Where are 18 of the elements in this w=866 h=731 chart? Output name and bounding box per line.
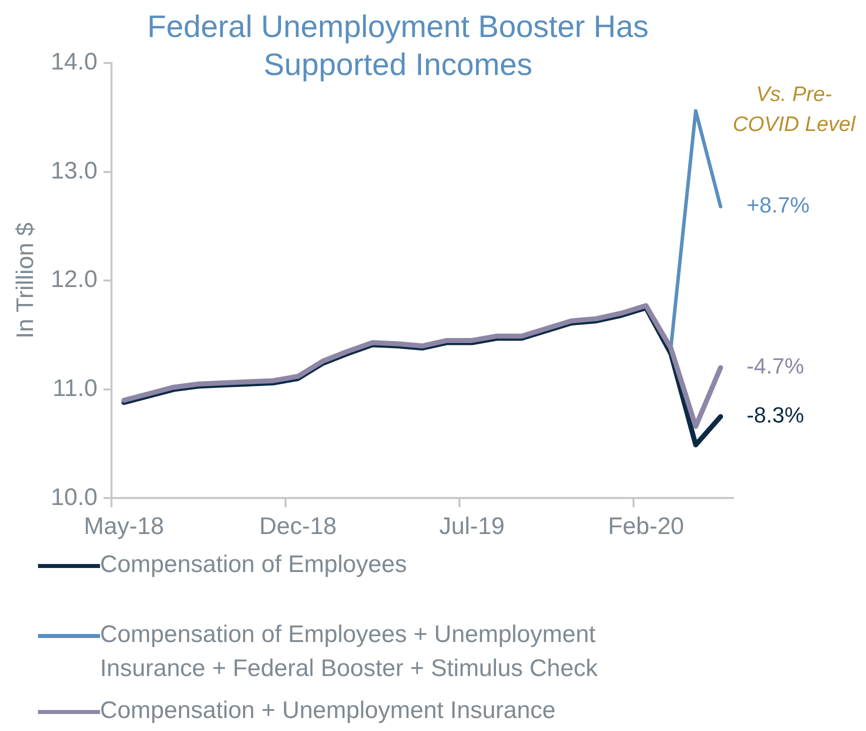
legend-label: Compensation of Employees + Unemployment Insurance + Federal Booster + Stimulus Check: [100, 620, 599, 684]
text: -4.7%: [746, 354, 804, 379]
x-tick-label: May-18: [84, 513, 164, 540]
text: -8.3%: [746, 402, 804, 428]
annotation: Vs. Pre-COVID Level: [732, 82, 857, 138]
y-tick-label: 12.0: [50, 266, 98, 294]
y-tick-label: 10.0: [50, 484, 98, 511]
y-tick-label: 14.0: [50, 48, 98, 76]
y-tick-label: 11.0: [52, 375, 98, 402]
text: +8.7%: [746, 192, 810, 218]
x-tick-label: Jul-19: [439, 513, 505, 540]
x-tick-label: Feb-20: [608, 513, 684, 540]
legend-label: Compensation + Unemployment Insurance: [100, 696, 556, 726]
chart-title: Federal Unemployment Booster Has Supported Incomes: [146, 8, 650, 84]
y-axis-title: In Trillion $: [12, 222, 40, 339]
legend-label: Compensation of Employees: [100, 550, 407, 580]
y-tick-label: 13.0: [50, 157, 98, 184]
x-tick-label: Dec-18: [259, 513, 337, 540]
